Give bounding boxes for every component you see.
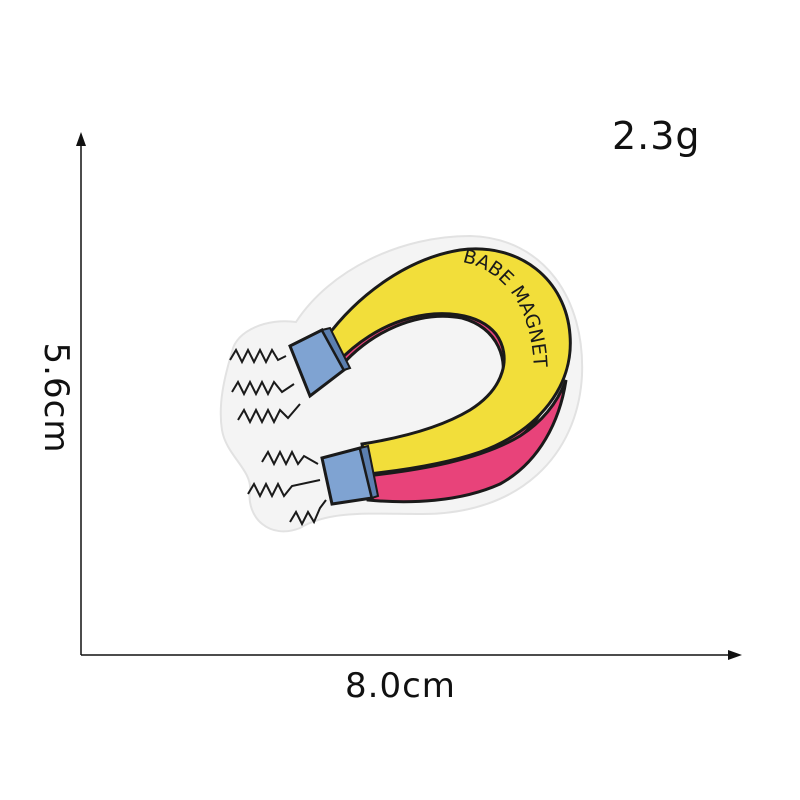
force-lines [229, 347, 327, 527]
vertical-axis-arrow [76, 132, 86, 146]
height-dimension-label: 5.6cm [36, 342, 76, 454]
weight-label: 2.3g [612, 114, 701, 158]
magnet-tip-top-shade [320, 326, 352, 372]
width-dimension-label: 8.0cm [345, 666, 456, 706]
horizontal-axis-arrow [728, 650, 742, 660]
magnet-yellow-body [324, 247, 572, 476]
magnet-pink-arm [364, 379, 568, 504]
magnet-tip-bottom-shade [358, 444, 380, 500]
